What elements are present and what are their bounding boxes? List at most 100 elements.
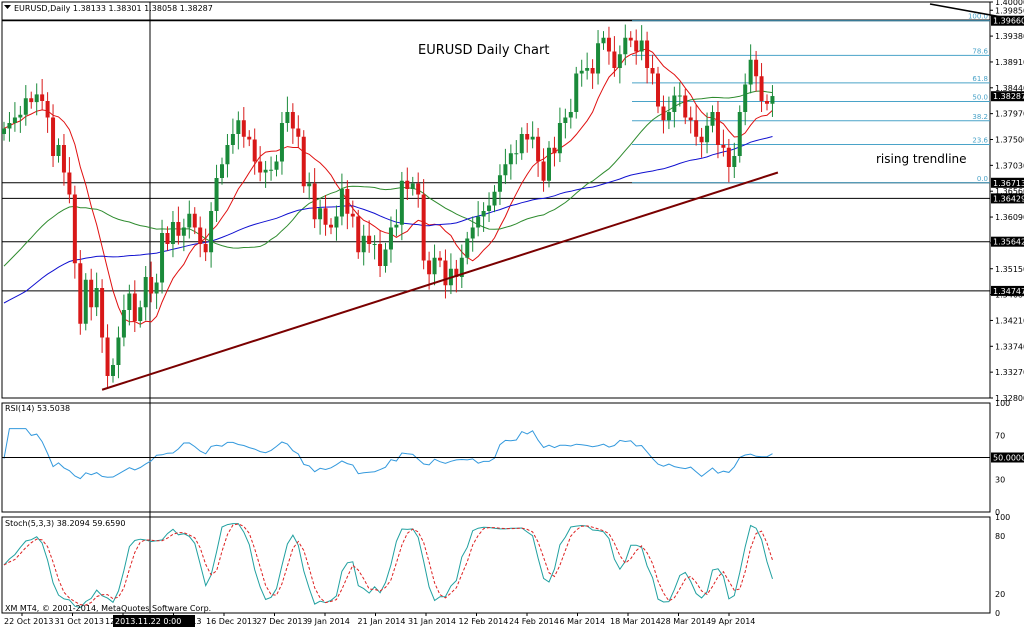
price-tag — [991, 15, 1024, 26]
candle-body — [78, 263, 83, 324]
price-axis-label: 1.38910 — [995, 58, 1024, 67]
candle-body — [367, 235, 372, 244]
candle-body — [459, 257, 464, 277]
candle-body — [770, 96, 775, 104]
candle-body — [705, 125, 710, 143]
price-tag — [991, 285, 1024, 296]
candle-body — [443, 260, 448, 286]
rsi-line — [3, 428, 773, 480]
candle-body — [361, 235, 366, 253]
fib-level-label: 23.6 — [972, 136, 988, 144]
candle-body — [279, 123, 284, 162]
price-axis-label: 1.38440 — [995, 84, 1024, 93]
candle-body — [154, 282, 159, 294]
candle-body — [710, 112, 715, 126]
price-tag-label: 1.36429 — [993, 194, 1024, 203]
candle-body — [127, 293, 132, 310]
candle-body — [56, 145, 61, 156]
price-axis-label: 1.39850 — [995, 6, 1024, 15]
candle-body — [427, 260, 432, 275]
candle-body — [181, 227, 186, 236]
price-axis-label: 1.37970 — [995, 110, 1024, 119]
candle-body — [165, 233, 170, 244]
candle-body — [541, 161, 546, 181]
ma-fast-line — [3, 48, 773, 325]
candle-body — [378, 244, 383, 266]
candle-body — [34, 94, 39, 103]
candle-body — [623, 37, 628, 55]
time-axis-label: 6 Mar 2014 — [560, 617, 606, 626]
candle-body — [574, 73, 579, 112]
candle-body — [132, 293, 137, 321]
time-axis-label: 9 Jan 2014 — [307, 617, 350, 626]
candle-body — [410, 183, 415, 189]
candle-body — [454, 268, 459, 277]
price-tag-label: 1.34747 — [993, 287, 1024, 296]
candle-body — [18, 114, 23, 118]
rsi-level-tag — [991, 452, 1024, 463]
candle-body — [290, 112, 295, 129]
candle-body — [263, 169, 268, 173]
time-axis-label: 12 Feb 2014 — [459, 617, 509, 626]
candle-body — [563, 117, 568, 123]
candle-body — [721, 145, 726, 148]
copyright: XM MT4, © 2001-2014, MetaQuotes Software… — [5, 604, 211, 613]
stoch-signal-line — [3, 523, 773, 606]
candle-body — [601, 37, 606, 44]
candle-body — [699, 136, 704, 143]
candle-body — [323, 208, 328, 225]
dropdown-arrow-icon[interactable] — [4, 5, 11, 9]
time-axis-label: 18 Mar 2014 — [610, 617, 661, 626]
stoch-main-line — [3, 523, 773, 609]
stoch-axis-label: 0 — [995, 609, 1000, 618]
price-tag-label: 1.36713 — [993, 179, 1024, 188]
candle-body — [214, 178, 219, 211]
rsi-axis-label: 70 — [995, 432, 1005, 441]
time-axis-label: 22 Oct 2013 — [4, 617, 53, 626]
candle-body — [176, 222, 181, 236]
candle-body — [252, 139, 257, 162]
chart-title: EURUSD Daily Chart — [418, 43, 549, 58]
candle-body — [656, 73, 660, 107]
candle-body — [258, 161, 263, 173]
fib-level-label: 100.0 — [968, 13, 988, 21]
candle-body — [688, 117, 693, 121]
stoch-pane-frame — [1, 516, 991, 614]
candle-body — [628, 37, 633, 41]
candle-body — [612, 51, 617, 68]
candle-body — [318, 208, 323, 220]
candle-body — [503, 164, 508, 176]
candle-body — [100, 288, 105, 338]
candle-body — [590, 68, 595, 74]
candle-body — [143, 277, 148, 308]
candle-body — [203, 244, 208, 253]
candle-body — [23, 98, 28, 115]
candle-body — [269, 169, 274, 171]
candle-body — [356, 216, 361, 253]
time-axis-label: 28 Mar 2014 — [661, 617, 712, 626]
candle-body — [481, 211, 486, 217]
candle-body — [432, 257, 437, 275]
candle-body — [12, 117, 17, 123]
candle-body — [476, 216, 481, 228]
price-axis-label: 1.40000 — [995, 0, 1024, 7]
rsi-axis-label: 0 — [995, 508, 1000, 517]
candle-body — [557, 123, 562, 154]
candle-body — [241, 120, 246, 137]
price-axis-label: 1.35150 — [995, 265, 1024, 274]
candle-body — [149, 277, 154, 294]
candle-body — [650, 68, 655, 74]
price-axis-label: 1.32800 — [995, 394, 1024, 403]
candle-body — [67, 172, 72, 195]
candle-body — [301, 136, 306, 187]
candle-body — [121, 310, 126, 338]
candle-body — [525, 134, 530, 140]
candle-body — [61, 145, 66, 173]
candle-body — [492, 191, 497, 206]
candle-body — [274, 161, 279, 170]
time-axis-label: 16 Dec 2013 — [206, 617, 257, 626]
candle-body — [715, 112, 720, 145]
candle-body — [677, 95, 682, 97]
